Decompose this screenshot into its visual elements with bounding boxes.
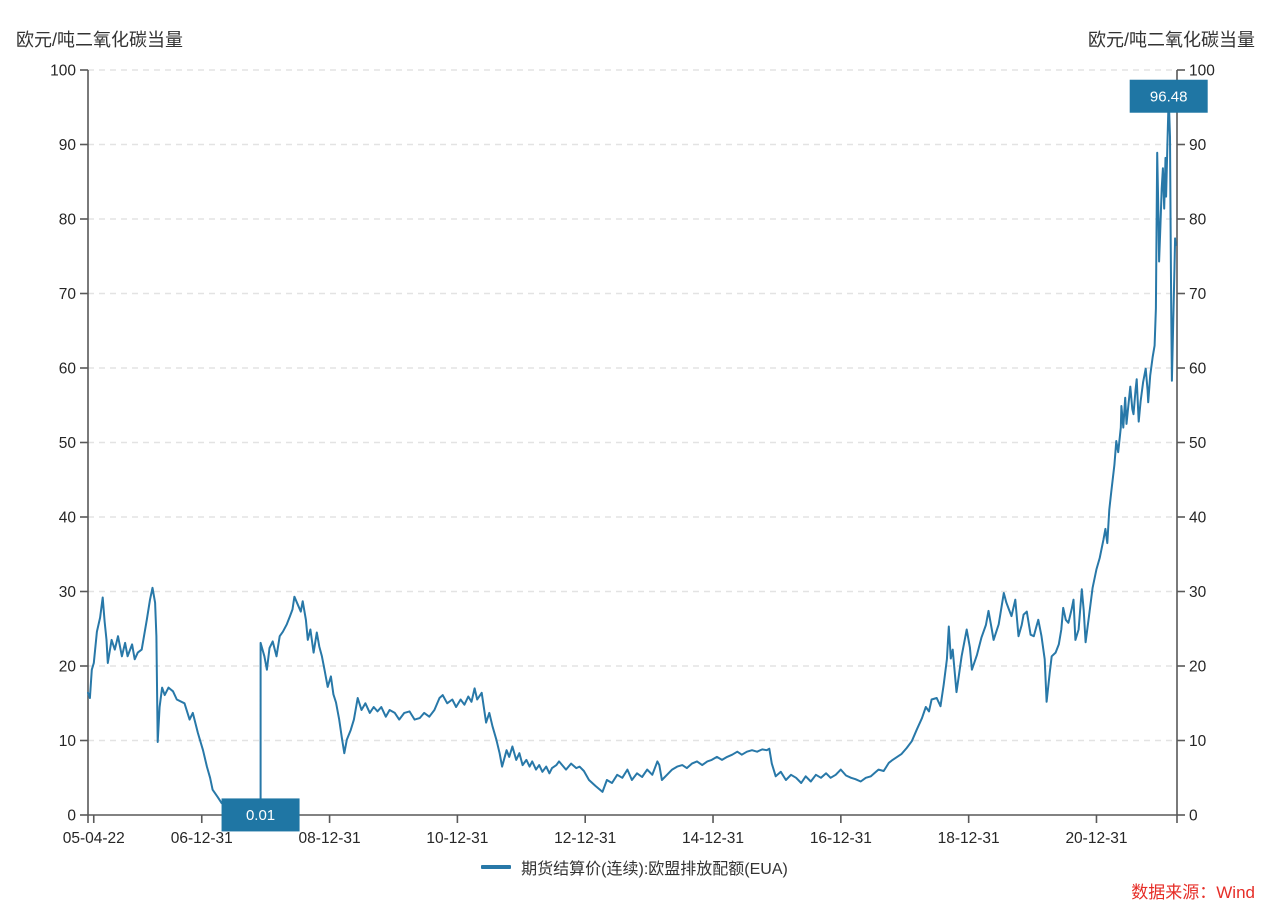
right-axis-title: 欧元/吨二氧化碳当量 bbox=[1087, 30, 1255, 50]
x-tick-label-05-04-22: 05-04-22 bbox=[63, 830, 125, 847]
y-tick-label-right-10: 10 bbox=[1189, 733, 1207, 750]
y-tick-label-right-100: 100 bbox=[1189, 62, 1215, 79]
legend: 期货结算价(连续):欧盟排放配额(EUA) bbox=[0, 855, 1269, 879]
y-tick-label-left-100: 100 bbox=[50, 62, 76, 79]
y-tick-label-left-0: 0 bbox=[67, 807, 76, 824]
y-tick-label-right-90: 90 bbox=[1189, 137, 1207, 154]
x-tick-label-16-12-31: 16-12-31 bbox=[810, 830, 872, 847]
y-tick-label-left-40: 40 bbox=[59, 509, 77, 526]
y-tick-label-right-20: 20 bbox=[1189, 658, 1207, 675]
x-tick-label-14-12-31: 14-12-31 bbox=[682, 830, 744, 847]
annotation-label-96.48: 96.48 bbox=[1150, 88, 1188, 105]
y-tick-label-right-40: 40 bbox=[1189, 509, 1207, 526]
legend-label: 期货结算价(连续):欧盟排放配额(EUA) bbox=[521, 861, 788, 878]
x-tick-label-08-12-31: 08-12-31 bbox=[299, 830, 361, 847]
y-tick-label-left-80: 80 bbox=[59, 211, 77, 228]
y-tick-label-right-50: 50 bbox=[1189, 435, 1207, 452]
y-tick-label-left-90: 90 bbox=[59, 137, 77, 154]
x-tick-label-10-12-31: 10-12-31 bbox=[426, 830, 488, 847]
data-source-note: 数据来源：Wind bbox=[1131, 883, 1255, 902]
annotation-box-0.01 bbox=[221, 798, 300, 832]
y-tick-label-left-50: 50 bbox=[59, 435, 77, 452]
price-line-series bbox=[87, 95, 1177, 816]
y-tick-label-left-60: 60 bbox=[59, 360, 77, 377]
annotation-label-0.01: 0.01 bbox=[246, 807, 275, 824]
annotation-box-96.48 bbox=[1129, 79, 1208, 113]
y-tick-label-left-20: 20 bbox=[59, 658, 77, 675]
x-tick-label-18-12-31: 18-12-31 bbox=[938, 830, 1000, 847]
y-tick-label-right-60: 60 bbox=[1189, 360, 1207, 377]
x-tick-label-12-12-31: 12-12-31 bbox=[554, 830, 616, 847]
y-tick-label-left-10: 10 bbox=[59, 733, 77, 750]
y-tick-label-right-0: 0 bbox=[1189, 807, 1198, 824]
x-tick-label-06-12-31: 06-12-31 bbox=[171, 830, 233, 847]
left-axis-title: 欧元/吨二氧化碳当量 bbox=[16, 30, 184, 50]
y-tick-label-left-70: 70 bbox=[59, 286, 77, 303]
y-tick-label-right-70: 70 bbox=[1189, 286, 1207, 303]
y-tick-label-right-80: 80 bbox=[1189, 211, 1207, 228]
x-tick-label-20-12-31: 20-12-31 bbox=[1065, 830, 1127, 847]
y-tick-label-left-30: 30 bbox=[59, 584, 77, 601]
y-tick-label-right-30: 30 bbox=[1189, 584, 1207, 601]
legend-line-swatch-icon bbox=[481, 865, 512, 869]
